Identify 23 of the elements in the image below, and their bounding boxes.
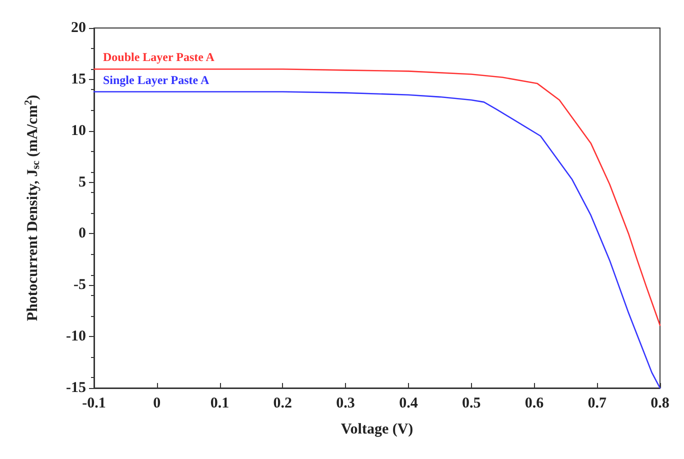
x-tick-label: 0.6 <box>524 396 544 412</box>
series-label: Double Layer Paste A <box>103 50 215 64</box>
y-tick-label: 10 <box>71 122 86 139</box>
x-tick-label: -0.1 <box>82 396 106 412</box>
y-tick-label: 0 <box>78 226 86 242</box>
y-tick-label: -5 <box>74 277 86 294</box>
x-tick-label: 0.1 <box>210 396 230 412</box>
x-tick-label: 0.7 <box>588 396 607 412</box>
x-tick-label: 0.2 <box>273 396 292 412</box>
x-tick-label: 0.4 <box>399 396 418 412</box>
y-tick-label: -10 <box>66 328 86 345</box>
y-tick-label: 20 <box>71 20 86 36</box>
x-tick-label: 0.5 <box>462 396 481 412</box>
y-axis-title: Photocurrent Density, Jsc (mA/cm2) <box>24 94 42 322</box>
x-axis-title: Voltage (V) <box>340 422 414 438</box>
y-tick-label: -15 <box>66 380 86 396</box>
series-label: Single Layer Paste A <box>103 72 210 87</box>
x-tick-label: 0.3 <box>336 396 355 412</box>
line-series <box>93 68 661 326</box>
x-tick-label: 0.8 <box>650 396 670 412</box>
y-tick-label: 5 <box>78 174 86 190</box>
y-tick-label: 15 <box>71 71 86 88</box>
x-tick-label: 0 <box>153 396 161 412</box>
